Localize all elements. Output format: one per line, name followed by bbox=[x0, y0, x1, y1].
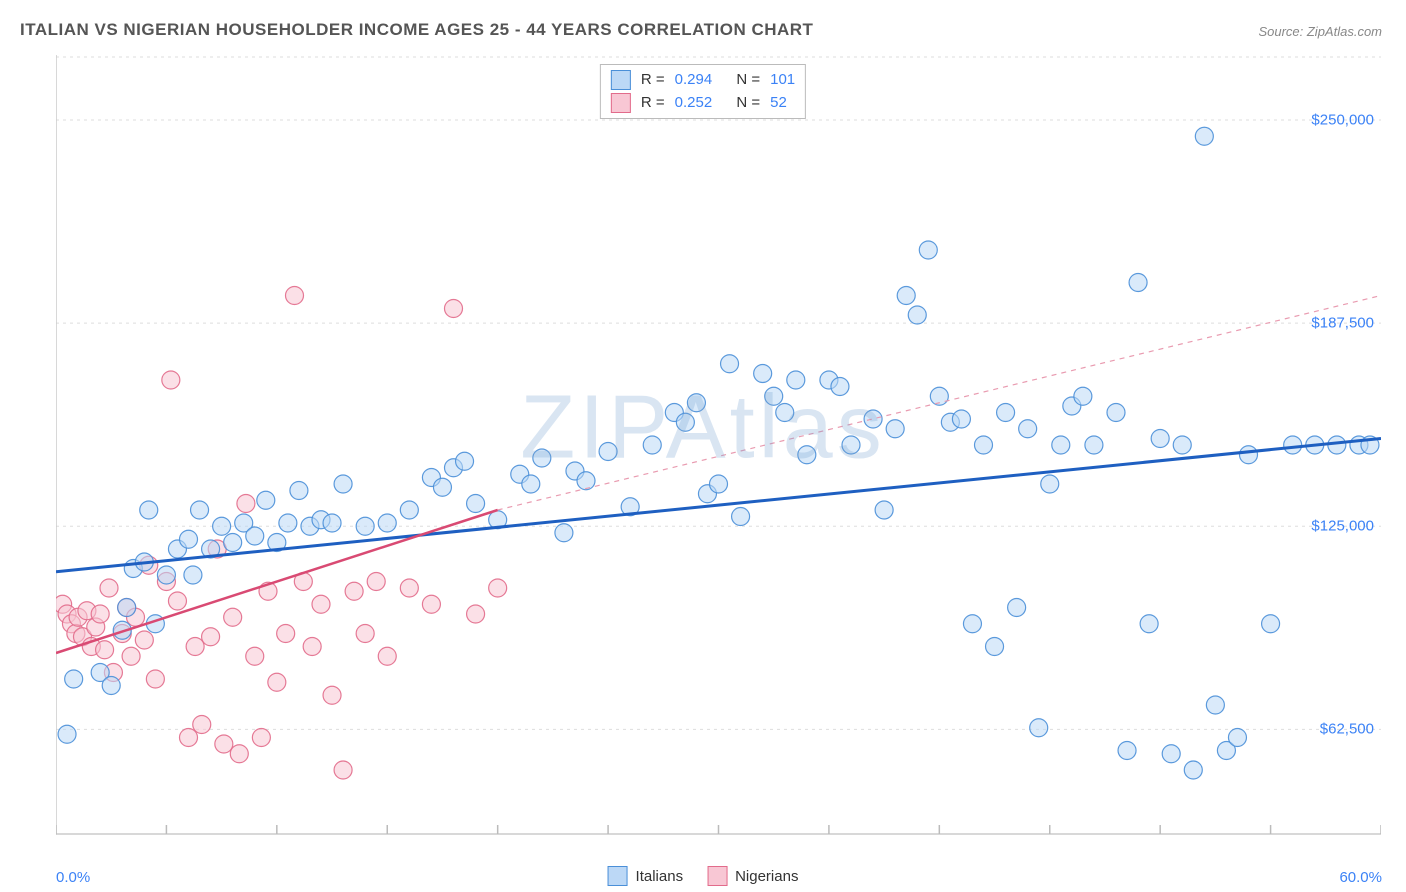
y-tick-label: $250,000 bbox=[1311, 112, 1374, 129]
legend-swatch-italians bbox=[608, 866, 628, 886]
scatter-plot-svg bbox=[56, 55, 1381, 835]
legend-item-italians: Italians bbox=[608, 866, 684, 886]
swatch-nigerians bbox=[611, 93, 631, 113]
x-axis-start-label: 0.0% bbox=[56, 869, 90, 886]
legend-item-nigerians: Nigerians bbox=[707, 866, 798, 886]
correlation-row-2: R = 0.252 N = 52 bbox=[611, 92, 795, 115]
legend-swatch-nigerians bbox=[707, 866, 727, 886]
series-legend: Italians Nigerians bbox=[608, 866, 799, 886]
chart-title: ITALIAN VS NIGERIAN HOUSEHOLDER INCOME A… bbox=[20, 20, 813, 40]
y-tick-label: $187,500 bbox=[1311, 315, 1374, 332]
x-axis-end-label: 60.0% bbox=[1339, 869, 1382, 886]
source-attribution: Source: ZipAtlas.com bbox=[1258, 24, 1382, 39]
plot-area bbox=[56, 55, 1381, 835]
y-tick-label: $62,500 bbox=[1320, 721, 1374, 738]
y-tick-label: $125,000 bbox=[1311, 518, 1374, 535]
correlation-row-1: R = 0.294 N = 101 bbox=[611, 69, 795, 92]
correlation-legend: R = 0.294 N = 101 R = 0.252 N = 52 bbox=[600, 64, 806, 119]
chart-container: ITALIAN VS NIGERIAN HOUSEHOLDER INCOME A… bbox=[0, 0, 1406, 892]
swatch-italians bbox=[611, 70, 631, 90]
